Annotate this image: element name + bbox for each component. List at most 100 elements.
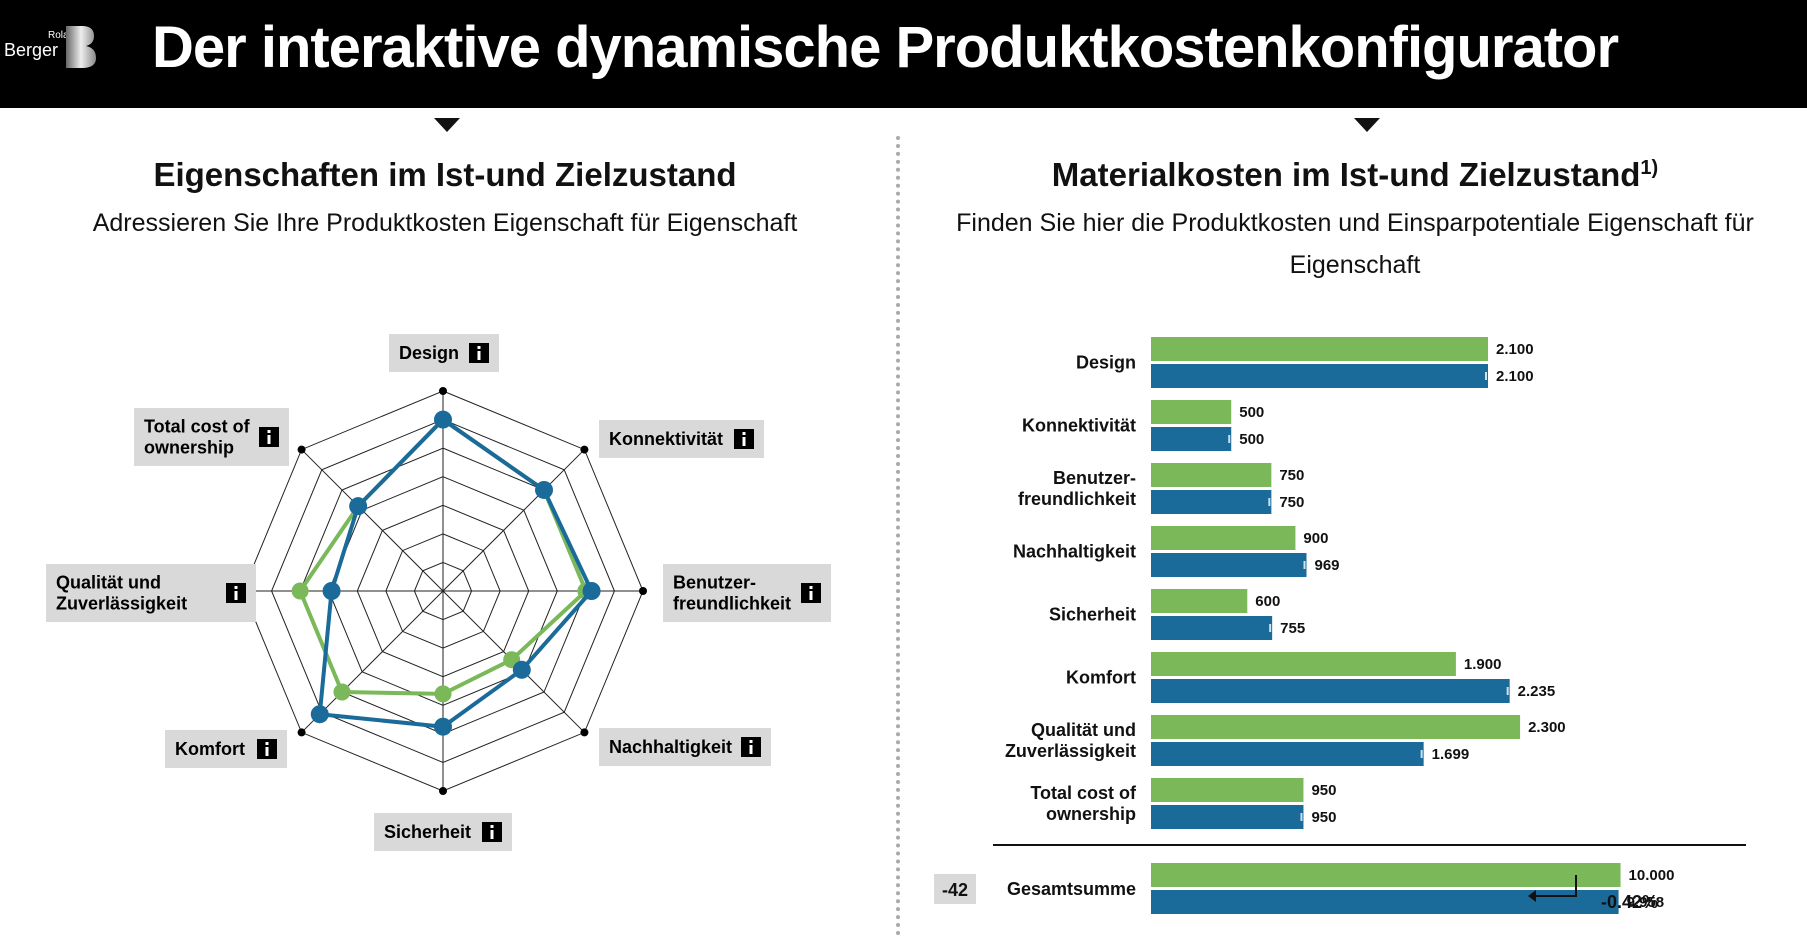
radar-vertex-dot	[297, 728, 306, 737]
bar-row: Nachhaltigkeit 900 969	[1013, 526, 1340, 577]
radar-data-point	[291, 582, 309, 600]
radar-series-line	[317, 417, 594, 729]
bar-handle[interactable]	[1269, 624, 1272, 632]
bar-value-label: 2.100	[1496, 368, 1534, 385]
bar-handle[interactable]	[1485, 372, 1487, 380]
info-icon-dot	[234, 586, 238, 589]
bar-blue[interactable]	[1151, 616, 1273, 640]
bar-green[interactable]	[1151, 400, 1232, 424]
info-icon-stem	[490, 830, 494, 839]
radar-axis-label-text: Nachhaltigkeit	[609, 737, 732, 757]
radar-axis-label[interactable]: Benutzer-freundlichkeit	[663, 564, 831, 622]
bar-category-label: Total cost of	[1030, 783, 1137, 803]
bar-green[interactable]	[1151, 652, 1456, 676]
bar-value-label: 600	[1255, 593, 1280, 610]
info-icon[interactable]	[469, 343, 489, 363]
radar-data-point	[310, 705, 329, 724]
info-icon[interactable]	[259, 427, 279, 447]
radar-axis-label[interactable]: Sicherheit	[374, 813, 512, 851]
info-icon-dot	[742, 432, 746, 435]
bar-value-label: 969	[1315, 557, 1340, 574]
info-icon-stem	[267, 435, 271, 444]
total-value-blue: 9.958	[1627, 894, 1665, 911]
info-icon[interactable]	[257, 739, 277, 759]
info-icon-dot	[490, 825, 494, 828]
logo-b-mark-icon	[66, 26, 96, 68]
info-icon[interactable]	[734, 429, 754, 449]
info-icon-dot	[265, 742, 269, 745]
radar-vertex-dot	[580, 728, 589, 737]
radar-axis-label-text: freundlichkeit	[673, 594, 791, 614]
bar-blue[interactable]	[1151, 490, 1272, 514]
bar-handle[interactable]	[1420, 750, 1423, 758]
right-section-arrow-icon	[1354, 118, 1380, 132]
bar-green[interactable]	[1151, 715, 1521, 739]
info-icon-stem	[477, 351, 481, 360]
bar-blue[interactable]	[1151, 742, 1424, 766]
delta-badge	[934, 874, 976, 904]
bar-category-label: Zuverlässigkeit	[1005, 741, 1136, 761]
bar-handle[interactable]	[1506, 687, 1509, 695]
right-subtitle-line-2: Eigenschaft	[1289, 251, 1421, 279]
bar-green[interactable]	[1151, 463, 1272, 487]
total-label: Gesamtsumme	[1007, 879, 1136, 899]
bar-green[interactable]	[1151, 337, 1488, 361]
total-bar-blue	[1151, 890, 1619, 914]
bar-value-label: 750	[1279, 494, 1304, 511]
bar-value-label: 900	[1303, 530, 1328, 547]
bar-category-label: Konnektivität	[1022, 416, 1136, 436]
bar-value-label: 755	[1280, 620, 1305, 637]
right-section-title: Materialkosten im Ist-und Zielzustand1)	[905, 156, 1805, 194]
bar-blue[interactable]	[1151, 553, 1307, 577]
info-icon[interactable]	[741, 737, 761, 757]
delta-value: -42	[942, 880, 968, 900]
info-icon-stem	[809, 591, 813, 600]
radar-axis-label[interactable]: Nachhaltigkeit	[599, 728, 771, 766]
radar-axis-label[interactable]: Konnektivität	[599, 420, 764, 458]
bar-category-label: Nachhaltigkeit	[1013, 542, 1136, 562]
radar-axis-label-text: Benutzer-	[673, 573, 756, 593]
delta-percent: -0.42%	[1601, 892, 1658, 912]
bar-value-label: 1.900	[1464, 656, 1502, 673]
bar-handle[interactable]	[1268, 498, 1271, 506]
info-icon-dot	[267, 430, 271, 433]
bar-handle[interactable]	[1303, 561, 1306, 569]
right-subtitle-line-1: Finden Sie hier die Produktkosten und Ei…	[956, 209, 1754, 237]
radar-series-blue	[310, 410, 601, 736]
bar-handle[interactable]	[1228, 435, 1231, 443]
header-bar: Roland Berger Der interaktive dynamische…	[0, 0, 1807, 108]
radar-axis-label[interactable]: Design	[389, 334, 499, 372]
bar-green[interactable]	[1151, 778, 1304, 802]
info-icon-stem	[742, 437, 746, 446]
bar-blue[interactable]	[1151, 805, 1304, 829]
bar-row: Konnektivität 500 500	[1022, 400, 1264, 451]
radar-axis-label-text: ownership	[144, 438, 234, 458]
logo-text-bottom: Berger	[4, 40, 59, 60]
bar-category-label: Design	[1076, 353, 1136, 373]
right-section-title-text: Materialkosten im Ist-und Zielzustand	[1051, 156, 1641, 193]
info-icon[interactable]	[226, 583, 246, 603]
bar-blue[interactable]	[1151, 679, 1510, 703]
bar-green[interactable]	[1151, 589, 1248, 613]
bar-green[interactable]	[1151, 526, 1296, 550]
bar-value-label: 2.100	[1496, 341, 1534, 358]
bar-handle[interactable]	[1300, 813, 1303, 821]
bar-category-label: freundlichkeit	[1018, 489, 1136, 509]
bar-value-label: 2.300	[1528, 719, 1566, 736]
radar-data-point	[333, 683, 351, 701]
bar-value-label: 500	[1239, 404, 1264, 421]
bar-blue[interactable]	[1151, 427, 1232, 451]
bar-blue[interactable]	[1151, 364, 1488, 388]
radar-chart: Design Konnektivität Benutzer-freundlichke…	[46, 334, 831, 851]
info-icon-dot	[477, 346, 481, 349]
radar-axis-label-text: Design	[399, 343, 459, 363]
bar-value-label: 500	[1239, 431, 1264, 448]
radar-axis-label[interactable]: Komfort	[165, 730, 287, 768]
info-icon[interactable]	[482, 822, 502, 842]
info-icon[interactable]	[801, 583, 821, 603]
